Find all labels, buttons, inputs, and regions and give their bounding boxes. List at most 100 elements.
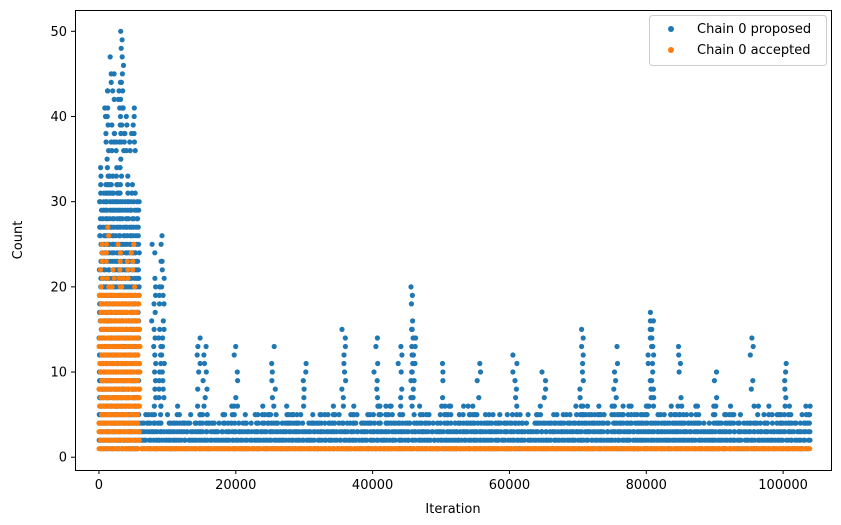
proposed-point	[486, 412, 492, 418]
proposed-point	[158, 412, 164, 418]
proposed-point	[117, 190, 123, 196]
proposed-point	[456, 412, 462, 418]
proposed-point	[440, 369, 446, 375]
proposed-point	[128, 207, 134, 213]
proposed-point	[477, 369, 484, 375]
proposed-point	[342, 343, 348, 350]
proposed-point	[803, 403, 809, 409]
proposed-point	[757, 420, 764, 426]
proposed-point	[231, 412, 237, 418]
proposed-point	[426, 420, 432, 426]
proposed-point	[151, 343, 157, 350]
accepted-point	[110, 267, 116, 273]
proposed-point	[119, 216, 125, 222]
proposed-point	[399, 386, 405, 392]
proposed-point	[109, 148, 115, 154]
proposed-point	[747, 352, 753, 358]
proposed-point	[127, 148, 133, 154]
x-tick-label: 0	[95, 478, 103, 493]
proposed-point	[159, 369, 165, 375]
proposed-point	[149, 318, 155, 324]
proposed-point	[109, 122, 115, 128]
proposed-point	[701, 420, 707, 426]
proposed-point	[512, 378, 518, 384]
proposed-point	[340, 403, 346, 409]
proposed-point	[132, 250, 139, 256]
proposed-point	[405, 429, 411, 435]
proposed-point	[373, 343, 379, 350]
proposed-point	[127, 139, 133, 145]
proposed-point	[731, 429, 738, 435]
proposed-point	[713, 369, 720, 375]
proposed-point	[537, 412, 544, 418]
proposed-point	[194, 352, 200, 358]
proposed-point	[200, 412, 206, 418]
proposed-point	[650, 386, 657, 392]
proposed-point	[118, 28, 124, 34]
proposed-point	[374, 378, 380, 384]
proposed-point	[620, 403, 626, 409]
proposed-point	[781, 412, 788, 418]
proposed-point	[751, 403, 757, 409]
proposed-point	[119, 54, 125, 60]
proposed-point	[231, 352, 237, 358]
proposed-point	[164, 412, 171, 418]
proposed-point	[650, 343, 656, 350]
proposed-point	[235, 378, 241, 384]
proposed-point	[132, 148, 138, 154]
proposed-point	[585, 437, 591, 443]
proposed-point	[161, 360, 167, 367]
proposed-point	[149, 241, 155, 247]
proposed-point	[629, 420, 635, 426]
proposed-point	[644, 420, 651, 426]
proposed-point	[338, 437, 344, 443]
proposed-point	[199, 429, 206, 435]
proposed-point	[158, 241, 164, 247]
proposed-point	[398, 369, 404, 375]
proposed-point	[537, 403, 543, 409]
proposed-point	[135, 224, 141, 230]
proposed-point	[577, 395, 583, 401]
proposed-point	[543, 386, 549, 392]
y-tick-label: 20	[50, 280, 67, 295]
proposed-point	[119, 37, 125, 43]
proposed-point	[131, 113, 137, 120]
proposed-point	[136, 275, 142, 281]
proposed-point	[697, 420, 703, 426]
proposed-point	[788, 412, 794, 418]
proposed-point	[153, 284, 159, 290]
proposed-point	[353, 420, 359, 426]
proposed-point	[158, 420, 164, 426]
proposed-point	[510, 352, 516, 358]
proposed-point	[113, 173, 119, 179]
proposed-point	[398, 403, 404, 409]
proposed-point	[197, 335, 203, 341]
proposed-point	[465, 403, 471, 409]
proposed-point	[201, 403, 207, 409]
proposed-point	[398, 395, 404, 401]
proposed-point	[132, 190, 138, 196]
proposed-point	[578, 429, 585, 435]
proposed-point	[318, 420, 324, 426]
x-tick-label: 80000	[626, 478, 667, 493]
proposed-point	[124, 122, 130, 128]
proposed-point	[482, 412, 489, 418]
proposed-point	[187, 420, 193, 426]
proposed-point	[130, 122, 136, 128]
x-tick-label: 40000	[352, 478, 393, 493]
proposed-point	[543, 429, 549, 435]
proposed-point	[118, 173, 125, 179]
proposed-point	[563, 412, 569, 418]
proposed-point	[668, 403, 674, 409]
x-tick-label: 60000	[489, 478, 530, 493]
proposed-point	[392, 437, 398, 443]
accepted-point	[132, 284, 138, 290]
proposed-point	[340, 420, 346, 426]
proposed-point	[611, 369, 618, 375]
proposed-point	[661, 412, 667, 418]
proposed-point	[152, 250, 158, 256]
proposed-point	[649, 378, 655, 384]
proposed-point	[211, 420, 217, 426]
proposed-point	[573, 403, 579, 409]
proposed-point	[202, 395, 208, 401]
